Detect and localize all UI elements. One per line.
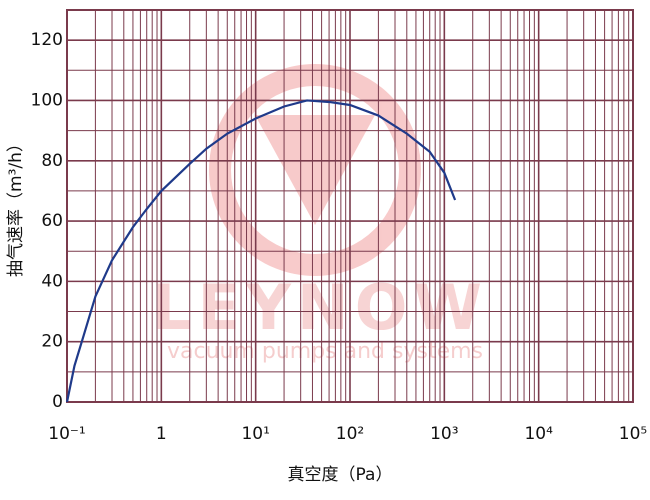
y-tick-label: 100 bbox=[31, 90, 63, 110]
y-axis-label: 抽气速率（m³/h） bbox=[6, 135, 26, 277]
y-tick-label: 60 bbox=[41, 211, 63, 231]
y-tick-label: 120 bbox=[31, 30, 63, 50]
x-tick-label: 10¹ bbox=[241, 424, 269, 444]
data-line bbox=[65, 99, 457, 403]
watermark-logo bbox=[209, 64, 421, 276]
x-tick-label: 10³ bbox=[430, 424, 458, 444]
x-tick-label: 10² bbox=[336, 424, 364, 444]
plot-frame bbox=[66, 9, 634, 403]
x-tick-label: 1 bbox=[156, 424, 167, 444]
x-tick-label: 10⁵ bbox=[619, 424, 647, 444]
y-tick-label: 80 bbox=[41, 151, 63, 171]
watermark: LEYNOW bbox=[152, 271, 488, 344]
y-tick-label: 40 bbox=[41, 271, 63, 291]
y-tick-label: 0 bbox=[52, 392, 63, 412]
watermark-subtitle: vacuum pumps and systems bbox=[167, 339, 483, 364]
x-tick-label: 10⁻¹ bbox=[48, 424, 85, 444]
y-tick-label: 20 bbox=[41, 332, 63, 352]
x-axis-label: 真空度（Pa） bbox=[288, 465, 393, 485]
x-tick-label: 10⁴ bbox=[524, 424, 553, 444]
